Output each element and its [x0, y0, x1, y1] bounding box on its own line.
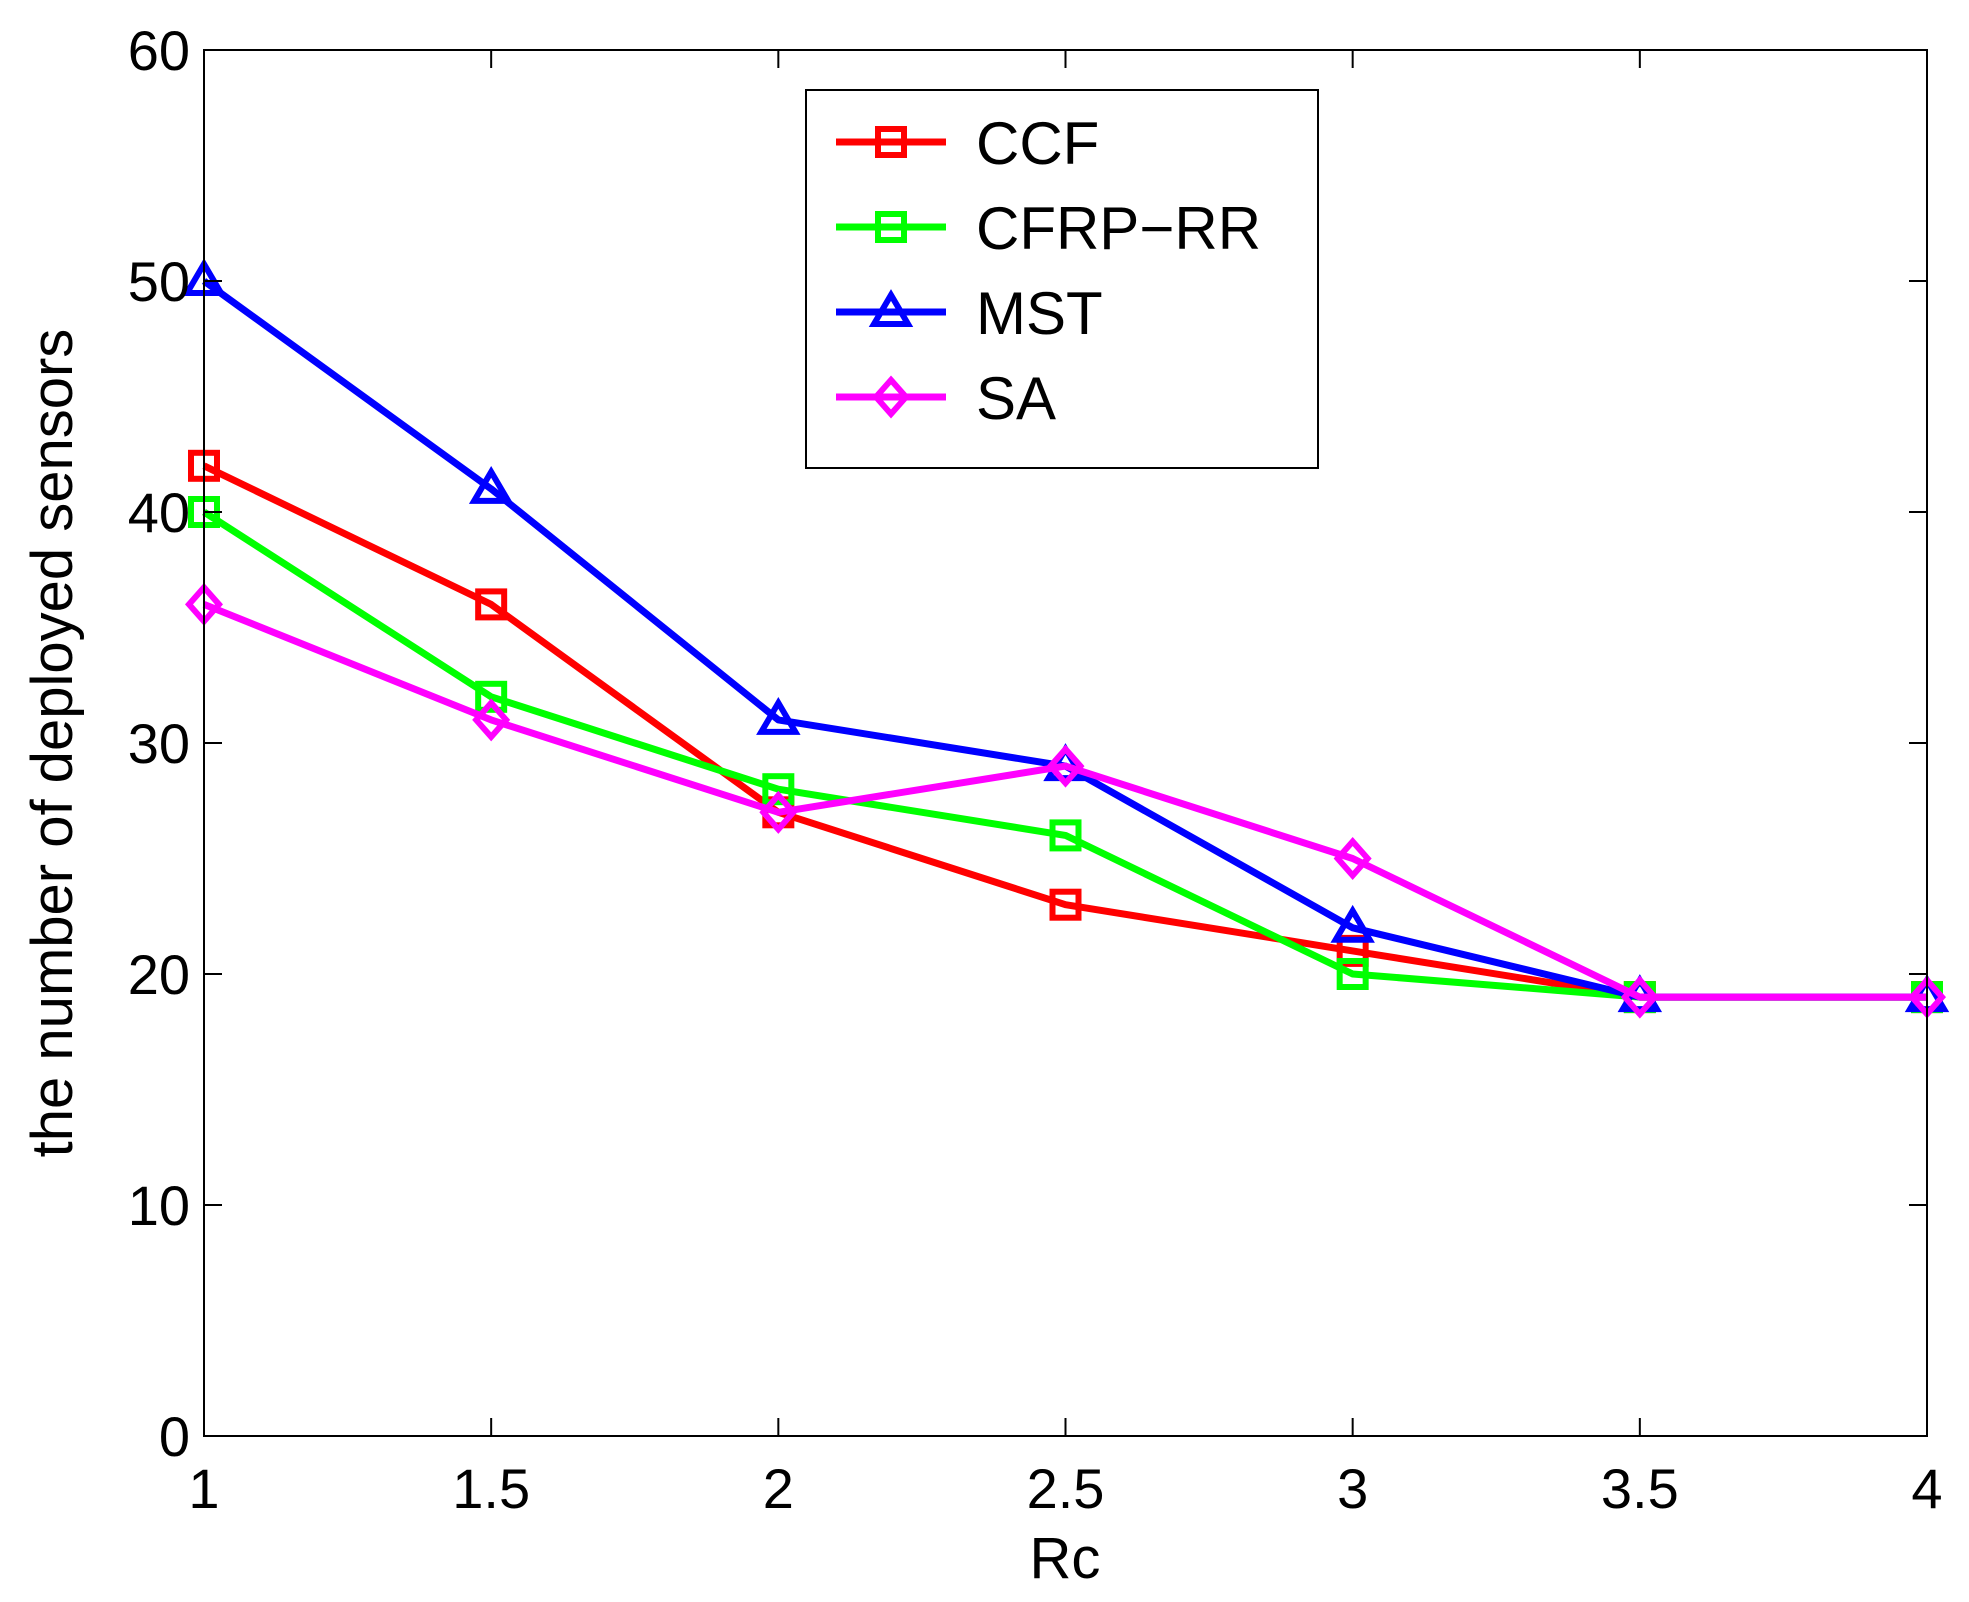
legend-label: MST — [976, 280, 1103, 347]
series-sa — [184, 582, 1947, 1019]
data-point — [762, 773, 795, 806]
x-tick-label: 2 — [763, 1457, 794, 1520]
series-line — [202, 601, 1927, 1001]
data-point — [475, 680, 508, 713]
x-tick-label: 1 — [188, 1457, 219, 1520]
legend-swatch-marker — [871, 375, 911, 419]
x-tick-label: 1.5 — [452, 1457, 530, 1520]
y-tick-label: 60 — [128, 19, 190, 82]
y-tick-label: 10 — [128, 1174, 190, 1237]
data-point — [1333, 836, 1372, 881]
legend-entry: CFRP−RR — [836, 195, 1261, 262]
legend-swatch-marker — [868, 289, 914, 327]
legend-entry: SA — [836, 365, 1056, 432]
y-tick-label: 50 — [128, 250, 190, 313]
data-point — [1620, 975, 1659, 1019]
data-point — [1049, 819, 1082, 852]
y-tick-label: 20 — [128, 943, 190, 1006]
data-point — [1043, 743, 1088, 782]
x-tick-label: 3 — [1337, 1457, 1368, 1520]
data-point — [1336, 958, 1369, 990]
data-point — [475, 588, 508, 621]
x-axis-title: Rc — [1030, 1526, 1101, 1591]
data-point — [1049, 888, 1082, 921]
x-tick-label: 3.5 — [1601, 1457, 1679, 1520]
data-point — [472, 698, 511, 742]
legend-entry: CCF — [836, 110, 1099, 177]
legend-label: SA — [976, 365, 1056, 432]
x-tick-label: 2.5 — [1027, 1457, 1105, 1520]
legend-label: CFRP−RR — [976, 195, 1261, 262]
y-tick-label: 40 — [128, 481, 190, 544]
data-point — [468, 465, 514, 504]
y-axis-title: the number of deployed sensors — [20, 329, 85, 1158]
y-tick-label: 0 — [159, 1405, 190, 1468]
data-point — [1330, 904, 1375, 943]
legend-swatch-marker — [875, 126, 907, 158]
data-point — [756, 696, 801, 735]
legend-swatch-marker — [875, 211, 907, 243]
legend: CCF CFRP−RR MST SA — [805, 89, 1319, 469]
x-tick-label: 4 — [1911, 1457, 1942, 1520]
legend-entry: MST — [836, 280, 1103, 347]
series-ccf — [188, 449, 1943, 1014]
data-point — [1046, 744, 1085, 788]
data-point — [759, 790, 798, 834]
legend-label: CCF — [976, 110, 1099, 177]
y-tick-label: 30 — [128, 712, 190, 775]
